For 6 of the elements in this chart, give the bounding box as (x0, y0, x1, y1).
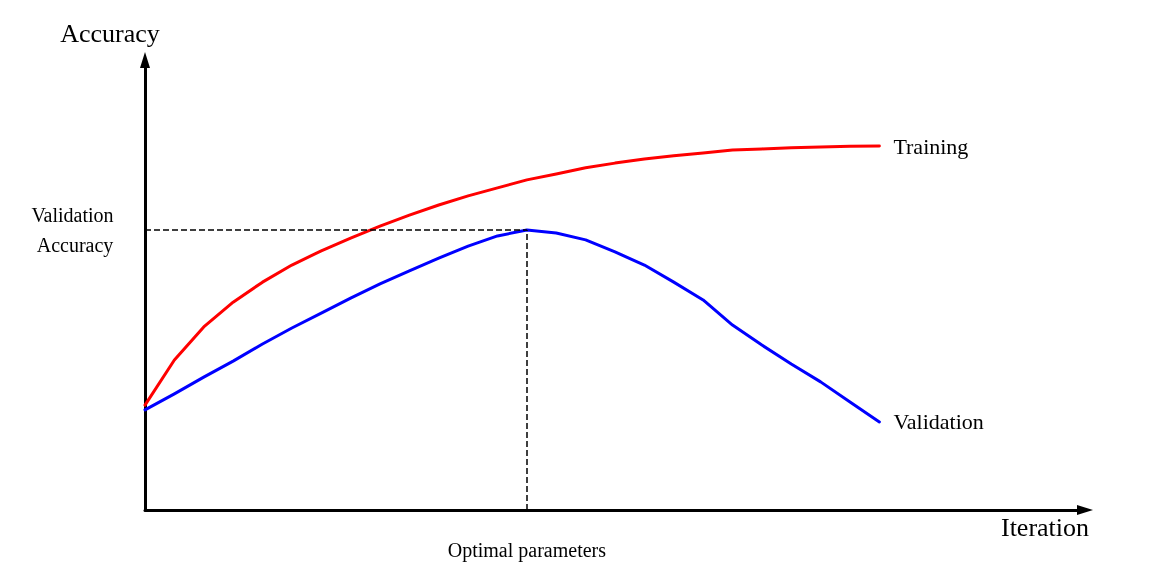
series-label: Training (893, 133, 969, 159)
text: Optimal parameters (447, 539, 607, 562)
ref-line-label: Validation Accuracy (31, 204, 119, 258)
y-axis-title: Accuracy (60, 18, 160, 48)
series-label: Validation (893, 409, 984, 435)
x-axis-title: Iteration (1000, 512, 1090, 542)
